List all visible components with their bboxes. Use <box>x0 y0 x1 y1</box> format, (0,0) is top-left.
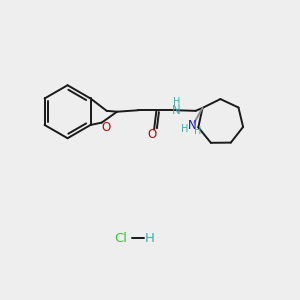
Text: O: O <box>101 121 110 134</box>
Text: H: H <box>145 232 155 245</box>
Text: H: H <box>181 124 189 134</box>
Text: H: H <box>194 126 202 136</box>
Text: H: H <box>173 97 180 107</box>
Text: Cl: Cl <box>114 232 127 245</box>
Text: O: O <box>147 128 156 141</box>
Text: N: N <box>188 119 196 132</box>
Text: N: N <box>172 104 181 117</box>
